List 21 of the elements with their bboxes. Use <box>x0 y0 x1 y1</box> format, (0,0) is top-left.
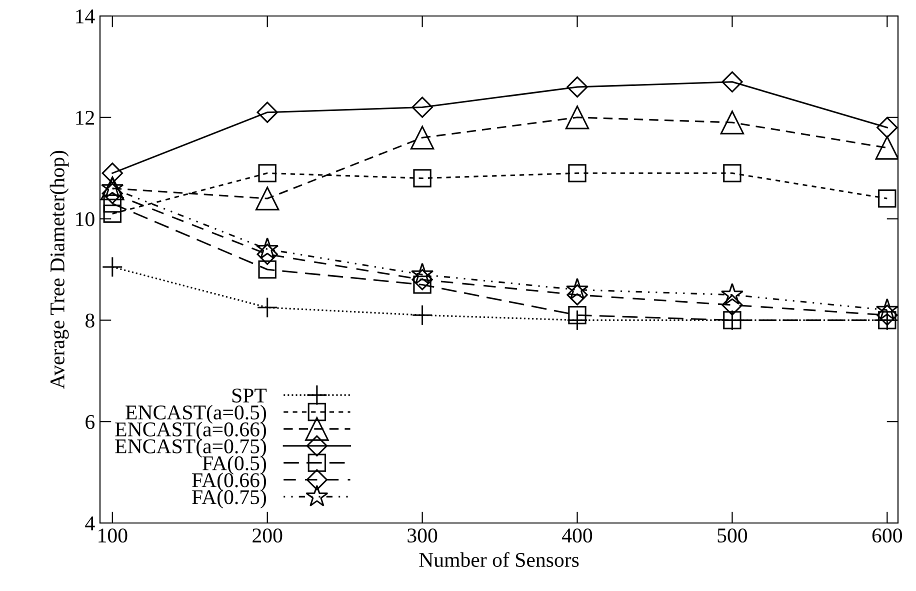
x-axis-title: Number of Sensors <box>419 552 579 567</box>
y-tick-label: 14 <box>76 9 95 24</box>
y-tick-label: 4 <box>85 516 95 530</box>
x-tick-label: 300 <box>408 528 438 543</box>
y-tick-label: 8 <box>86 314 94 328</box>
legend-label: SPT <box>232 388 267 403</box>
legend-label: FA(0.75) <box>192 490 266 508</box>
x-tick-label: 400 <box>562 528 592 543</box>
x-tick-label: 100 <box>98 528 128 543</box>
legend-label: ENCAST(a=0.66) <box>115 422 266 441</box>
x-tick-label: 500 <box>718 528 748 543</box>
legend-label: FA(0.66) <box>192 472 266 492</box>
legend-label: ENCAST(a=0.75) <box>115 438 266 458</box>
x-tick-label: 600 <box>872 528 902 543</box>
legend-label: FA(0.5) <box>202 456 266 475</box>
y-tick-label: 6 <box>86 415 95 430</box>
y-axis-title: Average Tree Diameter(hop) <box>50 150 69 389</box>
legend-label: ENCAST(a=0.5) <box>126 404 266 424</box>
y-tick-label: 12 <box>76 110 94 125</box>
x-tick-label: 200 <box>252 528 282 543</box>
y-tick-label: 10 <box>76 212 94 226</box>
